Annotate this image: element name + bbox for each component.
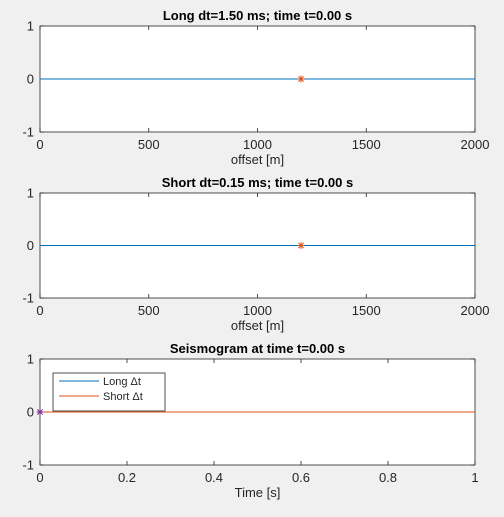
y-tick-label: 0	[27, 405, 34, 420]
chart-title: Short dt=0.15 ms; time t=0.00 s	[162, 175, 353, 190]
x-tick-label: 0	[36, 137, 43, 152]
y-tick-label: 1	[27, 19, 34, 34]
x-tick-label: 1500	[352, 137, 381, 152]
x-tick-label: 1000	[243, 303, 272, 318]
star-stroke	[298, 76, 304, 82]
y-tick-label: 0	[27, 72, 34, 87]
x-tick-label: 1500	[352, 303, 381, 318]
x-axis-label: offset [m]	[231, 318, 284, 333]
legend-label: Short Δt	[103, 391, 143, 403]
y-tick-label: 1	[27, 186, 34, 201]
star-marker	[297, 242, 305, 249]
x-tick-label: 500	[138, 303, 160, 318]
x-tick-label: 0.6	[292, 470, 310, 485]
x-tick-label: 0	[36, 303, 43, 318]
x-axis-label: Time [s]	[235, 485, 281, 500]
y-tick-label: 0	[27, 238, 34, 253]
star-stroke	[37, 409, 43, 415]
y-tick-label: 1	[27, 352, 34, 367]
x-tick-label: 0.2	[118, 470, 136, 485]
subplot-2: Short dt=0.15 ms; time t=0.00 s 0 500 1000 1…	[22, 175, 489, 333]
subplot-1: Long dt=1.50 ms; time t=0.00 s 0 500 1000 15…	[22, 8, 489, 167]
x-tick-label: 2000	[461, 137, 490, 152]
subplot-3: Seismogram at time t=0.00 s 0 0.2 0.4 0.6 0.8…	[22, 341, 478, 500]
y-tick-label: -1	[22, 458, 34, 473]
x-tick-label: 2000	[461, 303, 490, 318]
x-tick-label: 500	[138, 137, 160, 152]
x-tick-label: 0	[36, 470, 43, 485]
star-marker	[297, 75, 305, 83]
legend-label: Long Δt	[103, 376, 141, 388]
x-tick-label: 0.8	[379, 470, 397, 485]
star-marker	[36, 408, 44, 416]
legend: Long Δt Short Δt	[52, 372, 166, 412]
x-axis-label: offset [m]	[231, 152, 284, 167]
x-tick-label: 0.4	[205, 470, 223, 485]
star-stroke	[298, 242, 304, 249]
chart-title: Seismogram at time t=0.00 s	[170, 341, 345, 356]
y-tick-label: -1	[22, 291, 34, 306]
y-tick-label: -1	[22, 125, 34, 140]
x-tick-label: 1	[471, 470, 478, 485]
legend-box	[52, 372, 166, 412]
chart-title: Long dt=1.50 ms; time t=0.00 s	[163, 8, 352, 23]
x-tick-label: 1000	[243, 137, 272, 152]
